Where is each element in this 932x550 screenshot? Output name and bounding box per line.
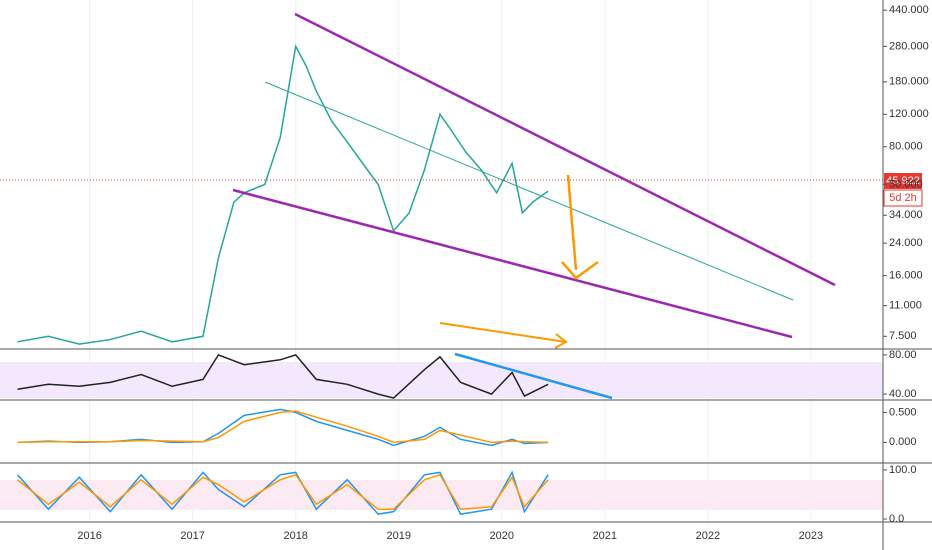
- y-tick-label: 120.000: [889, 108, 929, 120]
- y-tick-label: 0.500: [889, 406, 917, 418]
- series-line: [17, 44, 549, 345]
- x-tick-label: 2020: [490, 530, 514, 542]
- y-tick-label: 34.000: [889, 209, 923, 221]
- y-tick-label: 50.000: [889, 178, 923, 190]
- y-tick-label: 80.000: [889, 141, 923, 153]
- series-line: [17, 410, 549, 444]
- y-tick-label: 40.00: [889, 388, 917, 400]
- y-tick-label: 7.500: [889, 330, 917, 342]
- plot: [16, 0, 812, 522]
- x-tick-label: 2021: [593, 530, 617, 542]
- x-tick-label: 2017: [180, 530, 204, 542]
- series-line: [17, 473, 549, 511]
- rsi-band: [0, 362, 883, 398]
- arrow: [439, 322, 568, 349]
- price-badge: [884, 173, 922, 189]
- y-tick-label: 80.00: [889, 349, 917, 361]
- trend-line: [454, 352, 613, 400]
- x-tick-label: 2023: [799, 530, 823, 542]
- y-tick-label: 440.000: [889, 4, 929, 16]
- series-line: [17, 408, 549, 447]
- y-tick-label: 100.0: [889, 464, 917, 476]
- x-tick-label: 2016: [77, 530, 101, 542]
- y-tick-label: 24.000: [889, 237, 923, 249]
- countdown: 5d 2h: [889, 192, 917, 204]
- x-tick-label: 2018: [283, 530, 307, 542]
- x-tick-label: 2019: [386, 530, 410, 542]
- trend-line: [294, 12, 836, 287]
- y-tick-label: 280.000: [889, 40, 929, 52]
- y-tick-label: 11.000: [889, 300, 922, 312]
- arrow: [561, 174, 599, 280]
- x-tick-label: 2022: [696, 530, 720, 542]
- y-tick-label: 0.000: [889, 436, 917, 448]
- trend-line: [264, 81, 794, 301]
- trend-line: [232, 188, 793, 339]
- y-tick-label: 180.000: [889, 76, 929, 88]
- y-tick-label: 0.0: [889, 513, 904, 525]
- series-line: [17, 353, 549, 399]
- countdown-badge: [883, 189, 923, 207]
- last-price: 45.922: [886, 175, 920, 187]
- y-tick-label: 16.000: [889, 270, 923, 282]
